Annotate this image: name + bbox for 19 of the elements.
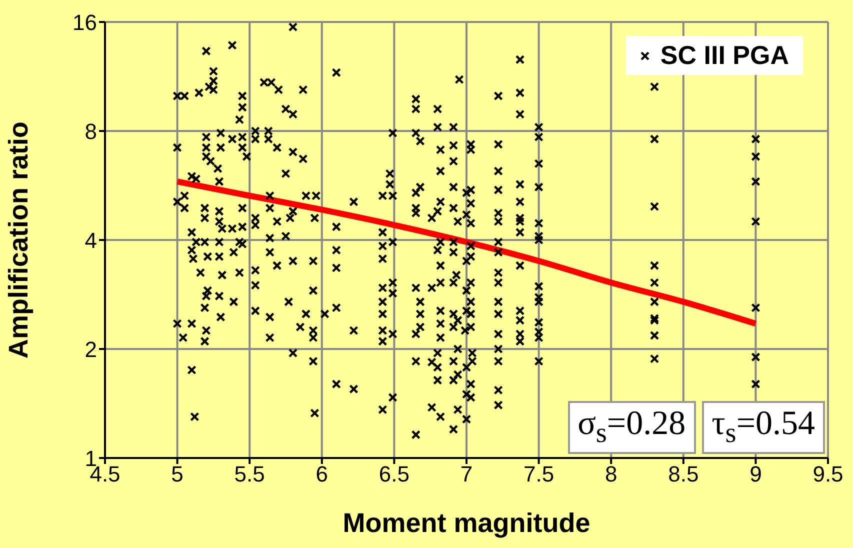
- y-tick-label: 2: [84, 336, 97, 362]
- y-tick-label: 8: [84, 118, 97, 144]
- x-tick-label: 7: [460, 462, 473, 487]
- y-tick-label: 16: [72, 10, 97, 35]
- legend-label: SC III PGA: [660, 40, 789, 71]
- x-tick-label: 8.5: [668, 462, 699, 487]
- x-tick-label: 6.5: [378, 462, 410, 487]
- annotation: τ$_{s}$=0.54: [702, 401, 825, 454]
- x-axis-title: Moment magnitude: [342, 508, 590, 538]
- x-tick-label: 9: [750, 462, 762, 487]
- x-tick-label: 5.5: [234, 462, 265, 487]
- x-tick-label: 5: [171, 462, 184, 487]
- y-axis-title: Amplification ratio: [4, 121, 34, 359]
- x-tick-label: 7.5: [524, 462, 554, 487]
- annotation: σ$_{s}$=0.28: [568, 401, 696, 454]
- x-tick-label: 8: [604, 462, 618, 487]
- x-tick-label: 9.5: [812, 462, 844, 487]
- y-tick-label: 4: [84, 228, 97, 253]
- x-tick-label: 6: [316, 462, 328, 487]
